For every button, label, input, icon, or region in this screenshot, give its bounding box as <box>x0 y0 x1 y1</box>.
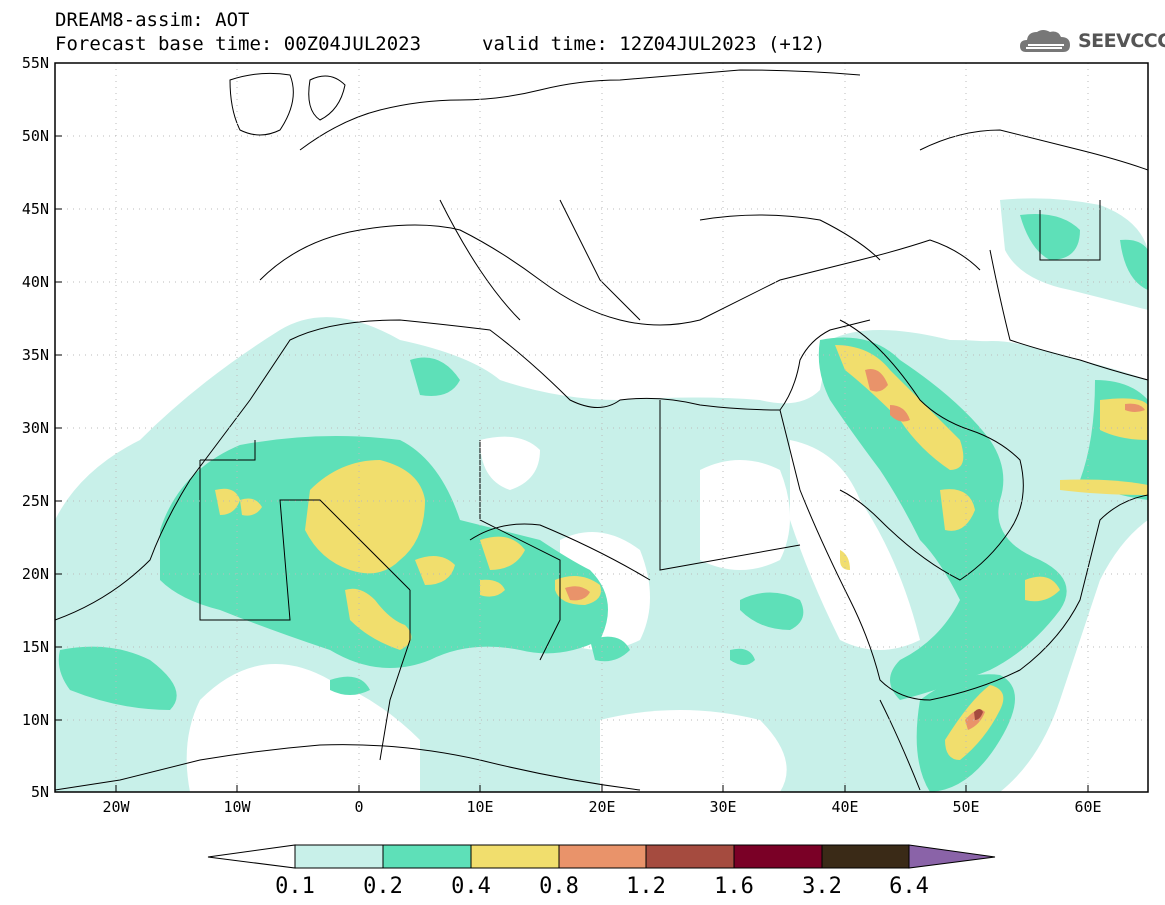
colorbar-segment <box>733 844 823 869</box>
title-line-2: Forecast base time: 00Z04JUL2023 <box>55 33 422 55</box>
lat-label: 20N <box>22 565 49 583</box>
colorbar-label: 1.6 <box>714 874 754 899</box>
colorbar-segment <box>470 844 560 869</box>
logo-text: SEEVCCC <box>1078 30 1165 52</box>
lat-label: 50N <box>22 127 49 145</box>
lat-label: 45N <box>22 200 49 218</box>
lon-label: 10W <box>223 798 251 816</box>
lat-label: 15N <box>22 638 49 656</box>
aot-band-0-8 <box>565 369 1145 730</box>
colorbar-segment <box>207 844 296 869</box>
colorbar-label: 0.1 <box>275 874 315 899</box>
lon-label: 60E <box>1074 798 1101 816</box>
lon-label: 20W <box>102 798 130 816</box>
lat-label: 10N <box>22 711 49 729</box>
lon-label: 30E <box>709 798 736 816</box>
aot-band-1-2 <box>974 709 983 720</box>
lat-label: 25N <box>22 492 49 510</box>
lat-label: 40N <box>22 273 49 291</box>
colorbar-label: 6.4 <box>889 874 929 899</box>
lon-label: 20E <box>588 798 615 816</box>
lat-label: 35N <box>22 346 49 364</box>
longitude-labels: 20W 10W 0 10E 20E 30E 40E 50E 60E <box>102 798 1101 816</box>
lon-label: 40E <box>831 798 858 816</box>
colorbar-label: 0.2 <box>363 874 403 899</box>
cloud-icon <box>1020 30 1070 52</box>
colorbar <box>207 844 996 869</box>
colorbar-segment <box>908 844 996 869</box>
lon-label: 10E <box>466 798 493 816</box>
valid-time: valid time: 12Z04JUL2023 (+12) <box>482 33 826 55</box>
colorbar-label: 3.2 <box>802 874 842 899</box>
colorbar-segment <box>821 844 910 869</box>
colorbar-label: 0.4 <box>451 874 491 899</box>
lon-label: 0 <box>354 798 363 816</box>
lon-label: 50E <box>952 798 979 816</box>
colorbar-segment <box>294 844 384 869</box>
title-line-1: DREAM8-assim: AOT <box>55 9 250 31</box>
axis-ticks <box>55 62 1089 792</box>
lat-label: 5N <box>31 783 49 801</box>
lat-label: 30N <box>22 419 49 437</box>
colorbar-segment <box>558 844 647 869</box>
colorbar-labels: 0.1 0.2 0.4 0.8 1.2 1.6 3.2 6.4 <box>275 874 929 899</box>
colorbar-segment <box>645 844 735 869</box>
colorbar-label: 0.8 <box>539 874 579 899</box>
colorbar-label: 1.2 <box>626 874 666 899</box>
coastlines-borders <box>55 69 1148 791</box>
aot-field <box>55 198 1148 792</box>
lat-label: 55N <box>22 54 49 72</box>
graticule <box>55 63 1148 792</box>
colorbar-segment <box>382 844 472 869</box>
seevccc-logo: SEEVCCC <box>1018 26 1165 56</box>
latitude-labels: 55N 50N 45N 40N 35N 30N 25N 20N 15N 10N … <box>22 54 49 801</box>
